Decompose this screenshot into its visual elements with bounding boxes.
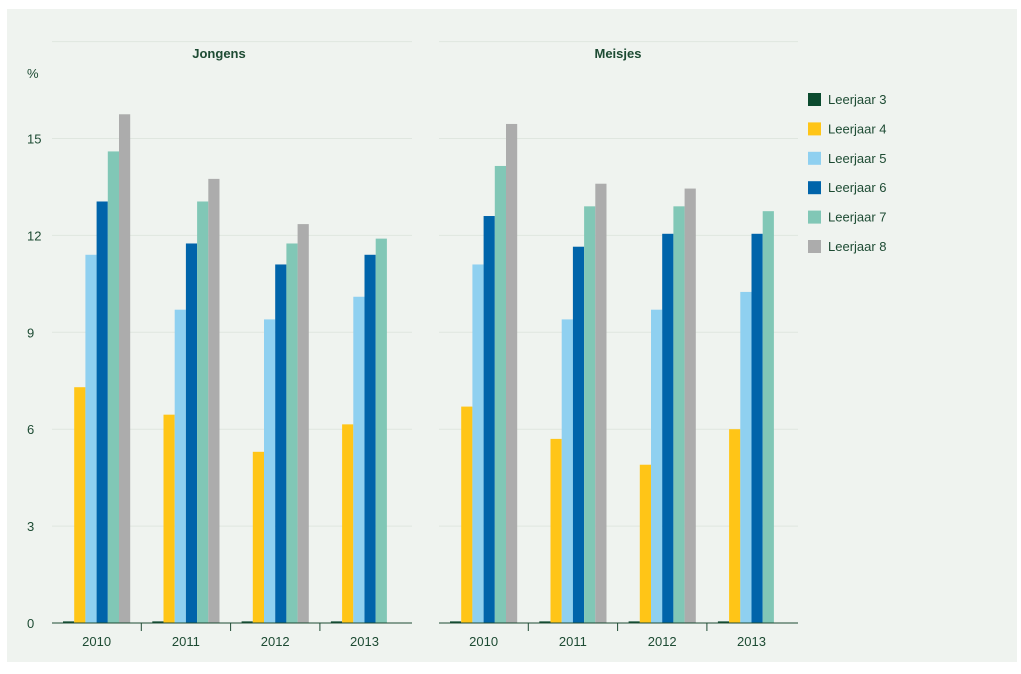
legend: Leerjaar 3 Leerjaar 4 Leerjaar 5 Leerjaar 6… — [808, 92, 887, 254]
bar-jongens-2013-leerjaar-7 — [375, 238, 387, 623]
bar-jongens-2013-leerjaar-3 — [330, 621, 343, 623]
legend-swatch — [808, 181, 821, 195]
bar-meisjes-2013-leerjaar-5 — [740, 291, 752, 623]
bar-meisjes-2010-leerjaar-3 — [450, 621, 462, 623]
bar-jongens-2010-leerjaar-5 — [85, 254, 97, 623]
bar-meisjes-2011-leerjaar-7 — [584, 206, 596, 623]
x-tick-label: 2013 — [737, 634, 766, 649]
bar-jongens-2012-leerjaar-8 — [297, 224, 309, 623]
y-tick-label: 15 — [27, 132, 41, 147]
y-tick-label: 0 — [27, 616, 34, 631]
bar-jongens-2013-leerjaar-6 — [364, 254, 376, 623]
y-axis-unit-label: % — [27, 66, 39, 81]
bar-jongens-2010-leerjaar-7 — [107, 151, 119, 624]
legend-label: Leerjaar 3 — [828, 92, 887, 107]
bar-chart: % Jongens Meisjes 0 3 6 9 12 15 2010 2011 2012 20… — [27, 41, 887, 649]
legend-label: Leerjaar 6 — [828, 180, 887, 195]
bar-meisjes-2011-leerjaar-3 — [539, 621, 551, 623]
bar-meisjes-2013-leerjaar-6 — [751, 233, 763, 624]
bar-meisjes-2013-leerjaar-7 — [762, 211, 774, 623]
x-tick-label: 2011 — [559, 634, 587, 649]
bar-jongens-2012-leerjaar-4 — [252, 451, 264, 623]
bar-meisjes-2010-leerjaar-5 — [472, 264, 484, 623]
x-tick-label: 2012 — [648, 634, 677, 649]
bar-jongens-2013-leerjaar-5 — [353, 296, 365, 623]
bar-jongens-2010-leerjaar-8 — [119, 114, 131, 623]
bar-meisjes-2012-leerjaar-7 — [673, 206, 685, 623]
legend-label: Leerjaar 8 — [828, 239, 887, 254]
bar-meisjes-2010-leerjaar-7 — [494, 165, 506, 623]
bar-meisjes-2011-leerjaar-6 — [572, 246, 585, 623]
bar-meisjes-2011-leerjaar-4 — [550, 438, 562, 623]
x-tick-label: 2011 — [172, 634, 200, 649]
legend-swatch — [808, 240, 821, 253]
panel-title-meisjes: Meisjes — [595, 46, 642, 61]
bar-jongens-2011-leerjaar-7 — [197, 201, 209, 624]
bar-jongens-2010-leerjaar-4 — [74, 387, 86, 623]
bar-jongens-2012-leerjaar-7 — [286, 243, 298, 624]
axes: 0 3 6 9 12 15 2010 2011 2012 2013 2010 2011 2012 2013 — [27, 132, 798, 649]
bar-jongens-2011-leerjaar-4 — [163, 414, 175, 623]
bar-meisjes-2011-leerjaar-8 — [595, 183, 607, 623]
x-tick-label: 2012 — [261, 634, 290, 649]
y-tick-label: 9 — [27, 325, 34, 340]
bar-jongens-2012-leerjaar-3 — [241, 621, 253, 623]
bar-meisjes-2012-leerjaar-4 — [639, 464, 651, 623]
bar-meisjes-2012-leerjaar-8 — [684, 188, 696, 623]
bars — [63, 114, 774, 624]
x-tick-label: 2013 — [350, 634, 379, 649]
bar-jongens-2010-leerjaar-6 — [96, 201, 108, 624]
bar-meisjes-2012-leerjaar-5 — [651, 309, 663, 623]
y-tick-label: 12 — [27, 228, 41, 243]
bar-jongens-2010-leerjaar-3 — [63, 621, 75, 623]
bar-jongens-2011-leerjaar-6 — [185, 243, 198, 624]
panel-title-jongens: Jongens — [192, 46, 245, 61]
bar-meisjes-2011-leerjaar-5 — [561, 319, 573, 623]
legend-label: Leerjaar 7 — [828, 210, 887, 225]
bar-meisjes-2013-leerjaar-3 — [717, 621, 730, 623]
bar-jongens-2011-leerjaar-3 — [152, 621, 164, 623]
legend-swatch — [808, 210, 821, 224]
bar-jongens-2011-leerjaar-5 — [174, 309, 186, 623]
bar-meisjes-2010-leerjaar-6 — [483, 216, 495, 623]
bar-meisjes-2010-leerjaar-4 — [461, 406, 473, 623]
x-tick-label: 2010 — [469, 634, 498, 649]
legend-label: Leerjaar 5 — [828, 151, 887, 166]
legend-swatch — [808, 151, 821, 165]
y-tick-label: 6 — [27, 422, 34, 437]
legend-swatch — [808, 122, 821, 136]
chart-frame: % Jongens Meisjes 0 3 6 9 12 15 2010 2011 2012 20… — [7, 9, 1017, 662]
legend-swatch — [808, 93, 821, 106]
legend-label: Leerjaar 4 — [828, 121, 887, 136]
x-tick-label: 2010 — [82, 634, 111, 649]
bar-jongens-2012-leerjaar-6 — [275, 264, 287, 623]
bar-jongens-2012-leerjaar-5 — [264, 319, 276, 623]
bar-meisjes-2010-leerjaar-8 — [506, 123, 518, 623]
y-tick-label: 3 — [27, 519, 34, 534]
bar-jongens-2011-leerjaar-8 — [208, 178, 220, 623]
bar-meisjes-2012-leerjaar-3 — [628, 621, 640, 623]
bar-meisjes-2012-leerjaar-6 — [662, 233, 674, 624]
bar-jongens-2013-leerjaar-4 — [342, 424, 354, 623]
bar-meisjes-2013-leerjaar-4 — [729, 429, 741, 623]
